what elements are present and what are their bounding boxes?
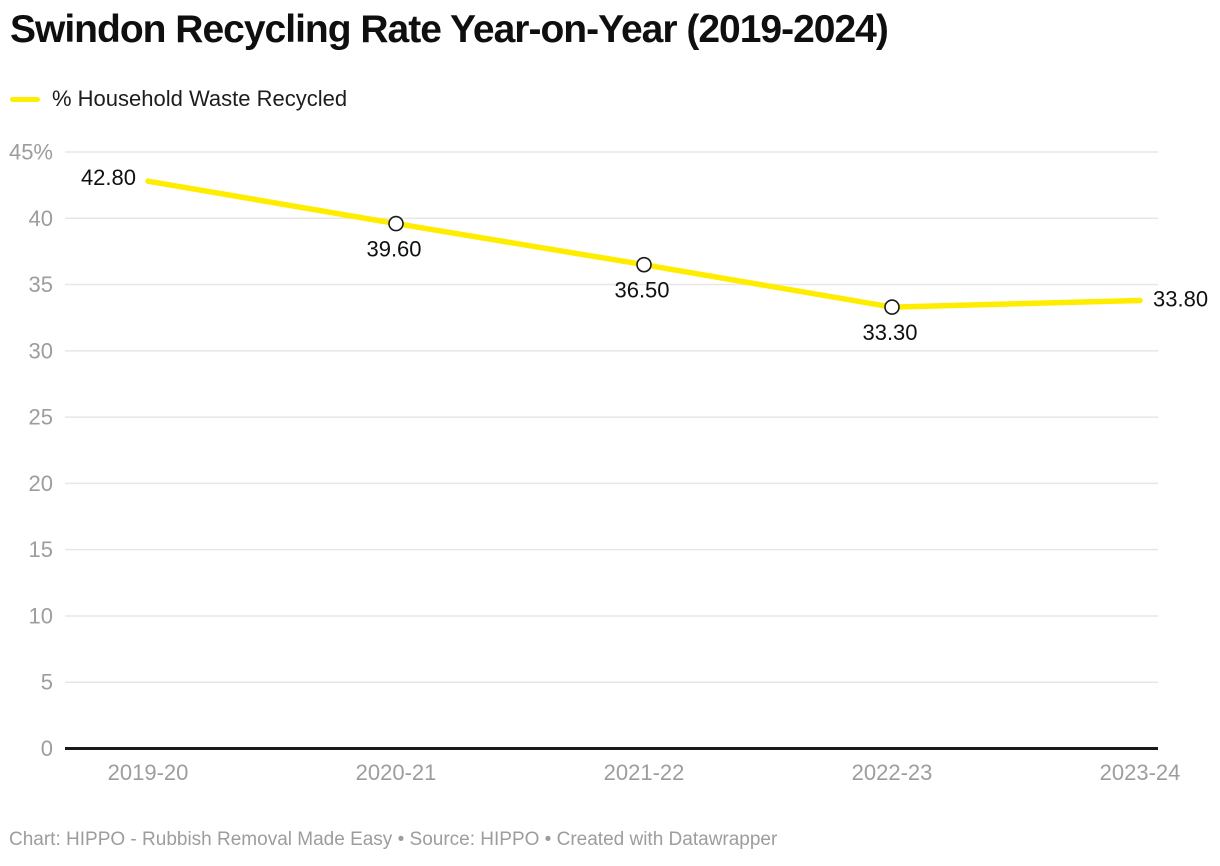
y-axis-tick-label: 25 [29,405,53,430]
data-value-label: 42.80 [81,165,136,190]
chart-legend: % Household Waste Recycled [10,86,347,112]
data-value-label: 33.30 [862,320,917,345]
data-value-label: 36.50 [614,278,669,303]
y-axis-tick-label: 30 [29,338,53,363]
data-point-marker [636,256,652,273]
data-value-label: 33.80 [1153,286,1208,311]
attribution-footer: Chart: HIPPO - Rubbish Removal Made Easy… [9,829,778,850]
y-axis-tick-label: 20 [29,471,53,496]
y-axis-tick-label: 0 [41,736,53,761]
data-point-marker [388,215,404,232]
x-axis-tick-label: 2019-20 [108,760,189,785]
data-value-label: 39.60 [366,237,421,262]
y-axis-tick-label: 10 [29,603,53,628]
x-axis-tick-label: 2022-23 [852,760,933,785]
x-axis-tick-label: 2021-22 [604,760,685,785]
y-axis-tick-label: 5 [41,670,53,695]
y-axis-tick-label: 45% [9,140,53,165]
chart-title: Swindon Recycling Rate Year-on-Year (201… [10,8,889,51]
legend-line-swatch-icon [10,96,40,102]
legend-label: % Household Waste Recycled [52,86,348,111]
data-point-marker [884,299,900,315]
x-axis-tick-label: 2023-24 [1100,760,1181,785]
y-axis-tick-label: 15 [29,537,53,562]
x-axis-tick-label: 2020-21 [356,760,437,785]
y-axis-tick-label: 35 [29,272,53,297]
y-axis-tick-label: 40 [29,206,53,231]
